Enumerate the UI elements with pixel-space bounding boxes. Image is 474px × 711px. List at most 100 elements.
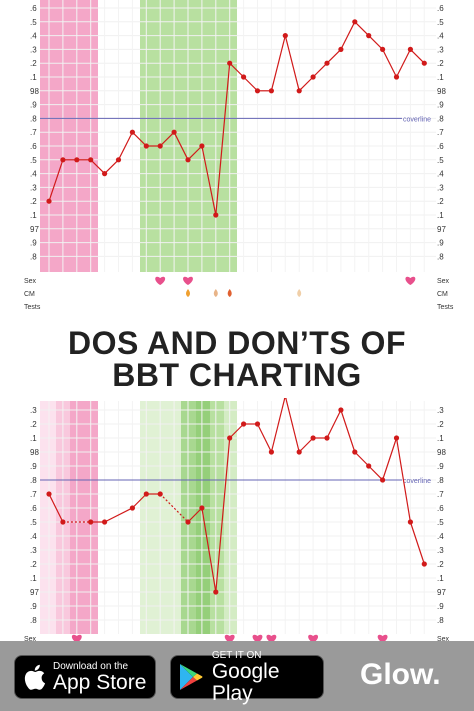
y-tick-label-left: .1 — [30, 73, 37, 82]
temperature-line-segment — [187, 507, 203, 523]
y-tick-label-right: .5 — [437, 518, 444, 527]
y-tick-label-right: .8 — [437, 476, 444, 485]
temperature-line-segment — [256, 423, 272, 453]
y-tick-label-left: .4 — [30, 32, 37, 41]
temperature-point — [268, 449, 274, 455]
temperature-line-segment — [382, 437, 398, 481]
y-tick-label-left: .3 — [30, 546, 37, 555]
y-tick-label-left: .6 — [30, 4, 37, 13]
y-tick-label-left: .5 — [30, 18, 37, 27]
app-store-button[interactable]: Download on the App Store — [14, 655, 156, 699]
y-tick-label-left: .8 — [30, 616, 37, 625]
y-tick-label-right: .7 — [437, 490, 444, 499]
y-tick-label-left: .8 — [30, 476, 37, 485]
temperature-point — [60, 157, 66, 163]
y-tick-label-right: .9 — [437, 602, 444, 611]
sex-heart-icon — [252, 634, 263, 641]
y-tick-label-left: .9 — [30, 239, 37, 248]
temperature-point — [171, 129, 177, 135]
temperature-point — [310, 435, 316, 441]
google-play-small-text: GET IT ON — [211, 649, 262, 661]
y-tick-label-right: .1 — [437, 434, 444, 443]
y-tick-label-right: .9 — [437, 462, 444, 471]
row-label-left: Sex — [24, 278, 37, 285]
temperature-point — [143, 491, 149, 497]
y-tick-label-right: .8 — [437, 252, 444, 261]
temperature-point — [366, 33, 372, 39]
phase-band — [70, 401, 98, 634]
bbt-chart-top-svg: .6 .6 .5 .5 .4 .4 .3 .3 .2 .2 .1 .1 98 98 .9 .9 .8 .8 .7 .7… — [24, 0, 454, 311]
temperature-point — [393, 74, 400, 80]
row-label-left: CM — [24, 291, 35, 298]
sex-heart-icon — [183, 276, 193, 285]
y-tick-label-right: .7 — [437, 128, 444, 137]
temperature-line-segment — [368, 465, 384, 481]
temperature-line-segment — [270, 398, 286, 453]
temperature-line-segment — [285, 398, 300, 453]
y-tick-label-left: .5 — [30, 156, 37, 165]
temperature-line-segment — [354, 451, 370, 467]
temperature-point — [338, 46, 344, 53]
y-tick-label-left: .5 — [30, 518, 37, 527]
temperature-point — [366, 463, 372, 469]
y-tick-label-left: .9 — [30, 101, 37, 110]
temperature-point — [102, 519, 108, 525]
temperature-point — [310, 74, 316, 80]
y-tick-label-left: .2 — [30, 420, 37, 429]
y-tick-label-left: .9 — [30, 602, 37, 611]
temperature-point — [241, 74, 247, 80]
temperature-line-segment — [368, 35, 384, 50]
apple-icon — [15, 663, 53, 691]
y-tick-label-right: .1 — [437, 574, 444, 583]
y-tick-label-right: .5 — [437, 156, 444, 165]
temperature-point — [296, 449, 302, 455]
y-tick-label-right: .3 — [437, 546, 444, 555]
y-tick-label-left: .8 — [30, 252, 37, 261]
y-tick-label-right: .6 — [437, 4, 444, 13]
y-tick-label-left: .3 — [30, 406, 37, 415]
y-tick-label-right: .2 — [437, 560, 444, 569]
temperature-point — [129, 129, 135, 135]
y-tick-label-left: .3 — [30, 45, 37, 54]
sex-heart-icon — [71, 634, 82, 641]
y-tick-label-right: .6 — [437, 504, 444, 513]
temperature-line-segment — [187, 145, 203, 161]
y-tick-label-right: .4 — [437, 32, 444, 41]
y-tick-label-left: .1 — [30, 574, 37, 583]
row-label-right: CM — [437, 291, 448, 298]
temperature-point — [74, 157, 80, 163]
bbt-chart-bottom-svg: .3 .3 .2 .2 .1 .1 98 98 .9 .9 .8 .8 .7 .7 .6 .6 .5 .5 .4 .4… — [24, 398, 450, 641]
temperature-line-segment — [326, 48, 342, 64]
temperature-line-segment — [409, 521, 425, 565]
google-play-icon — [171, 663, 212, 691]
temperature-line-segment — [409, 48, 425, 64]
temperature-point — [129, 505, 135, 511]
y-tick-label-right: 97 — [437, 588, 446, 597]
temperature-point — [338, 407, 344, 413]
y-tick-label-right: .2 — [437, 59, 444, 68]
temperature-line-segment — [159, 493, 189, 523]
google-play-button[interactable]: GET IT ON Google Play — [170, 650, 324, 704]
y-tick-label-left: 98 — [30, 448, 39, 457]
y-tick-label-right: 97 — [437, 225, 446, 234]
row-label-right: Tests — [437, 304, 454, 311]
temperature-point — [213, 212, 219, 218]
cervical-mucus-icon — [297, 289, 302, 297]
y-tick-label-right: .2 — [437, 197, 444, 206]
y-tick-label-left: .2 — [30, 560, 37, 569]
temperature-line-segment — [340, 21, 356, 50]
temperature-point — [380, 477, 386, 483]
temperature-line-segment — [395, 437, 411, 523]
temperature-line-segment — [201, 145, 217, 216]
glow-logo: Glow. — [360, 658, 441, 691]
google-play-big-text: Google Play — [211, 659, 280, 705]
temperature-point — [46, 198, 52, 204]
temperature-point — [46, 491, 52, 497]
temperature-point — [88, 519, 94, 525]
temperature-point — [283, 398, 287, 399]
temperature-point — [324, 435, 330, 441]
temperature-point — [296, 88, 302, 94]
sex-heart-icon — [377, 634, 388, 641]
temperature-line-segment — [382, 49, 398, 78]
temperature-line-segment — [117, 131, 133, 161]
